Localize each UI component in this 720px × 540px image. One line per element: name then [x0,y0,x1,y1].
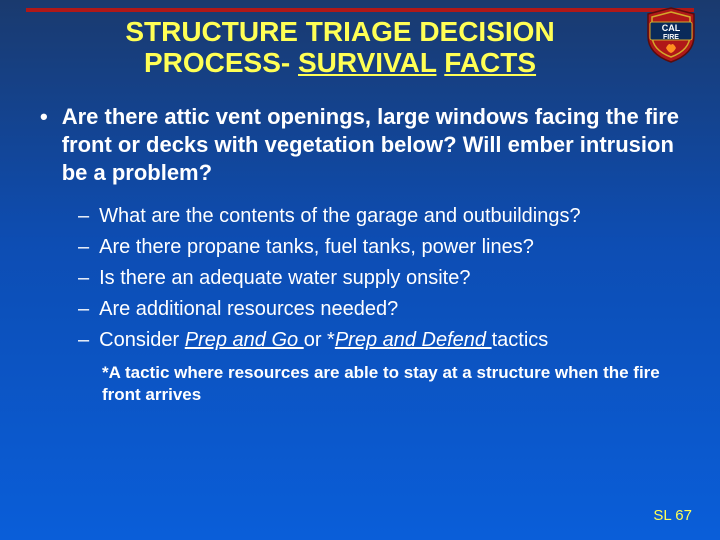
dash-icon: – [78,203,99,230]
sub-item-text: What are the contents of the garage and … [99,203,580,230]
dash-icon: – [78,265,99,292]
title-line1: STRUCTURE TRIAGE DECISION [125,16,554,47]
logo-text-fire: FIRE [663,34,679,41]
sub-item-text: Consider Prep and Go or *Prep and Defend… [99,327,548,354]
title-line2-a: PROCESS [144,47,281,78]
logo-text-cal: CAL [662,23,681,33]
sub-item-text: Are there propane tanks, fuel tanks, pow… [99,234,534,261]
header-rule [26,8,694,12]
content-area: • Are there attic vent openings, large w… [0,79,720,407]
slide-number: SL 67 [653,507,692,524]
slide-title: STRUCTURE TRIAGE DECISION PROCESS- SURVI… [40,16,640,79]
s5d: Prep and Defend [335,329,492,351]
s5b: Prep and Go [185,329,304,351]
dash-icon: – [78,234,99,261]
sub-item: – Is there an adequate water supply onsi… [78,265,680,292]
title-line2-e: FACTS [444,47,536,78]
calfire-logo: CAL FIRE [644,6,698,64]
sub-item: – Consider Prep and Go or *Prep and Defe… [78,327,680,354]
sub-list: – What are the contents of the garage an… [40,203,680,354]
dash-icon: – [78,327,99,354]
main-bullet-text: Are there attic vent openings, large win… [62,103,680,187]
sub-item: – What are the contents of the garage an… [78,203,680,230]
sub-item-text: Are additional resources needed? [99,296,398,323]
sub-item: – Are additional resources needed? [78,296,680,323]
sub-item: – Are there propane tanks, fuel tanks, p… [78,234,680,261]
title-line2-b: - [281,47,298,78]
title-line2-c: SURVIVAL [298,47,436,78]
main-bullet: • Are there attic vent openings, large w… [40,103,680,187]
dash-icon: – [78,296,99,323]
s5a: Consider [99,329,185,351]
header: CAL FIRE STRUCTURE TRIAGE DECISION PROCE… [0,0,720,79]
footnote: *A tactic where resources are able to st… [40,362,680,406]
s5e: tactics [492,329,549,351]
bullet-dot: • [40,103,62,187]
sub-item-text: Is there an adequate water supply onsite… [99,265,470,292]
s5c: or * [304,329,335,351]
